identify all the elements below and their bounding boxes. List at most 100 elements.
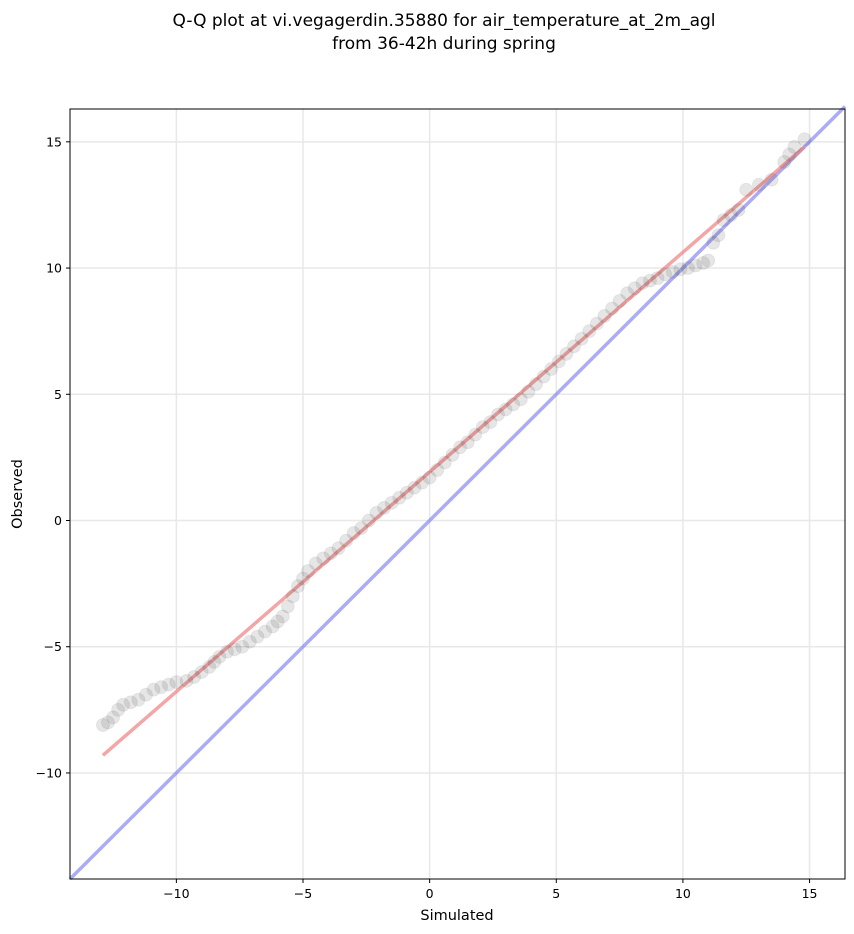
quantile-point [399,485,414,500]
quantile-point [642,273,657,288]
quantile-point [265,619,280,634]
y-tick-label: 0 [54,513,62,528]
quantile-point [154,680,169,695]
y-tick-label: −10 [36,765,62,780]
quantile-point [392,490,407,505]
quantile-point [270,614,285,629]
quantile-points [95,132,812,732]
quantile-point [179,673,194,688]
quantile-point [688,258,703,273]
quantile-point [422,470,437,485]
quantile-point [521,384,536,399]
quantile-point [751,177,766,192]
x-tick-label: 10 [675,886,691,901]
quantile-point [453,440,468,455]
quantile-point [468,427,483,442]
quantile-point [354,521,369,536]
x-axis-label: Simulated [420,908,493,924]
quantile-point [731,202,746,217]
quantile-point [551,354,566,369]
quantile-point [513,392,528,407]
quantile-point [460,435,475,450]
quantile-point [275,609,290,624]
quantile-point [95,718,110,732]
quantile-point [544,362,559,377]
reference-lines [68,105,847,881]
quantile-point [106,710,121,725]
y-tick-label: 10 [46,261,62,276]
quantile-point [635,276,650,291]
quantile-point [787,139,802,154]
identity-line [68,105,847,881]
quantile-point [187,670,202,685]
quantile-point [308,556,323,571]
quantile-point [612,293,627,308]
quantile-point [377,500,392,515]
quantile-point [665,264,680,279]
quantile-point [797,132,812,147]
quantile-point [559,346,574,361]
quantile-point [589,316,604,331]
quantile-point [202,659,217,674]
quantile-point [491,407,506,422]
plot-frame [69,108,846,880]
quantile-point [138,687,153,702]
quantile-point [650,271,665,286]
quantile-point [323,546,338,561]
quantile-point [123,695,138,710]
quantile-point [658,267,673,282]
quantile-point [716,213,731,228]
quantile-point [764,172,779,187]
quantile-point [316,551,331,566]
quantile-point [339,533,354,548]
quantile-point [506,397,521,412]
quantile-point [483,415,498,430]
quantile-point [296,571,311,586]
quantile-point [724,208,739,223]
quantile-point [407,480,422,495]
quantile-point [235,639,250,654]
quantile-point [290,579,305,594]
quantile-point [582,324,597,339]
quantile-point [212,649,227,664]
y-tick-label: −5 [44,639,62,654]
y-axis: −10 −5 0 5 10 15 [36,134,70,780]
quantile-point [100,715,115,730]
quantile-point [498,402,513,417]
quantile-point [384,495,399,510]
quantile-point [161,677,176,692]
quantile-point [227,642,242,657]
quantile-point [285,589,300,604]
quantile-point [620,286,635,301]
quantile-point [258,624,273,639]
quantile-point [604,301,619,316]
quantile-point [194,664,209,679]
y-tick-label: 15 [46,134,62,149]
chart-title: Q-Q plot at vi.vegagerdin.35880 for air_… [172,11,715,31]
quantile-point [701,253,716,268]
quantile-point [597,309,612,324]
quantile-point [739,182,754,197]
quantile-point [782,147,797,162]
x-tick-label: 15 [802,886,818,901]
x-tick-label: 5 [552,886,560,901]
chart-subtitle: from 36-42h during spring [332,34,556,54]
grid [70,109,845,879]
x-tick-label: −5 [294,886,312,901]
quantile-point [627,281,642,296]
quantile-point [696,256,711,270]
quantile-point [361,513,376,528]
quantile-point [220,644,235,659]
quantile-point [331,541,346,556]
quantile-point [146,682,161,697]
quantile-point [680,261,695,276]
quantile-point [711,228,726,243]
quantile-point [116,697,131,712]
quantile-point [415,475,430,490]
quantile-point [437,455,452,470]
quantile-point [369,505,384,520]
x-tick-label: −10 [163,886,189,901]
quantile-point [280,599,295,614]
quantile-point [567,339,582,354]
